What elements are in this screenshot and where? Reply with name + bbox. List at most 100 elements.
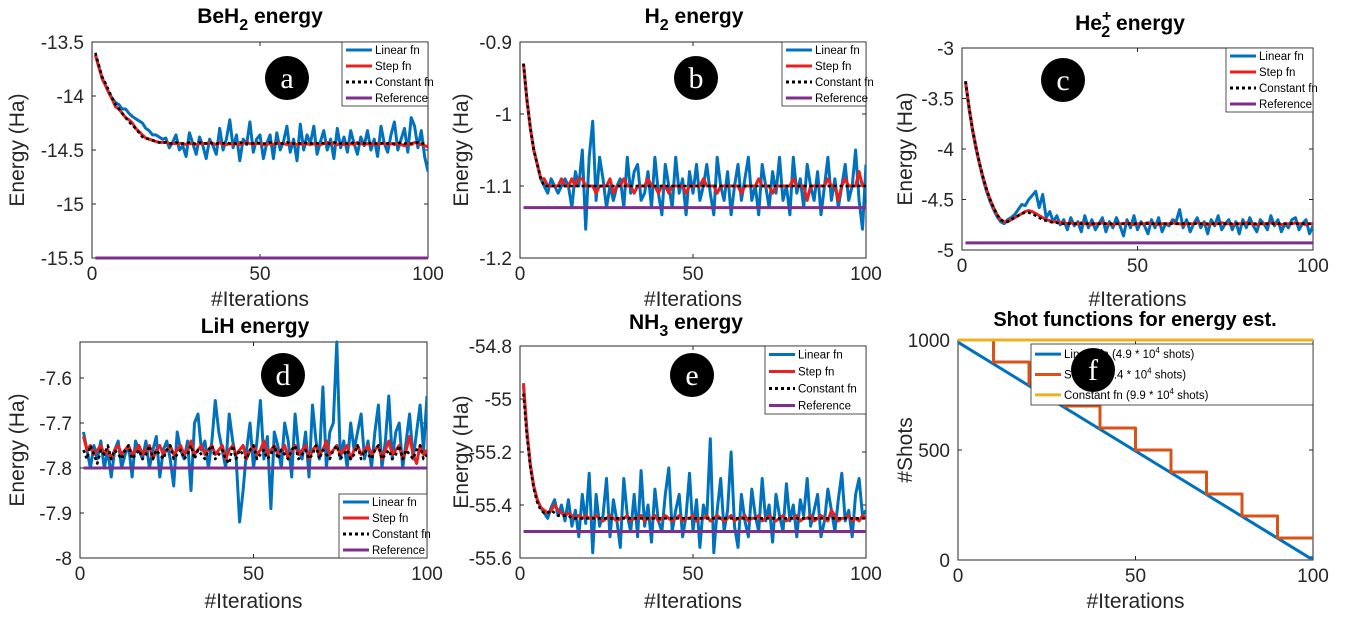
panel-badge-letter: f [1088,354,1098,387]
x-tick-label: 50 [243,564,264,585]
series-group [958,338,1313,560]
y-tick-label: -14 [57,87,85,108]
panel-badge-circle [261,353,305,397]
legend-entry-sup: 4 [1147,367,1152,376]
panel-badge-letter: d [276,359,291,392]
chart-panel-e: 0 50 100 -54.8 -55 -55.2 -55.4 -55.6 NH3 energy #… [450,311,882,613]
legend-entry-name: Step fn [815,61,851,73]
x-tick-label: 0 [957,256,968,277]
y-tick-label: -55.2 [469,443,512,464]
legend-entry-name: Step fn [372,513,408,525]
legend-entry-name: Linear fn [798,350,843,362]
legend-entry-name: Step fn [798,367,834,379]
legend-entry-name: Constant fn [375,77,434,89]
y-axis-label: Energy (Ha) [450,395,473,508]
chart-title-main: BeH [197,5,239,28]
panel-badge-circle [670,353,714,397]
x-tick-label: 0 [75,564,86,585]
chart-title: BeH2 energy [197,5,323,34]
y-tick-label: -7.6 [39,369,72,390]
series-group [82,340,427,524]
y-tick-label: -1.2 [479,249,512,270]
series-line-constant [522,393,866,520]
y-tick-label: -3.5 [921,90,954,111]
legend-entry-name: Constant fn (9.9 * 10 [1064,390,1169,402]
x-tick-label: 0 [953,566,964,587]
legend-entry: Linear fn [798,350,843,362]
legend: Linear fn Step fn Constant fn Reference [338,493,431,559]
y-tick-label: -54.8 [469,337,512,358]
panel-badge: e [670,353,714,397]
series-group [964,81,1313,245]
chart-title-sub: 2 [1101,24,1110,41]
y-axis-label: Energy (Ha) [450,93,473,206]
chart-title-main: Shot functions for energy est. [993,309,1276,331]
y-axis-label: #Shots [894,417,917,482]
y-axis-label: Energy (Ha) [894,92,917,205]
panel-badge-letter: c [1056,64,1069,97]
y-tick-label: -3 [937,39,954,60]
legend: Linear fn Step fn Constant fn Reference [1225,47,1318,113]
legend-box [1225,47,1314,113]
series-line-linear [964,81,1313,238]
legend-entry-name: Constant fn [815,77,874,89]
legend-box [338,493,428,559]
chart-title-sup: + [1102,8,1111,25]
series-line-step [93,54,428,149]
y-tick-label: -7.8 [39,459,72,480]
legend-entry-name: Reference [1259,99,1312,111]
panel-badge: b [674,56,718,100]
y-tick-label: -1.1 [479,177,512,198]
legend-entry: Constant fn [1259,83,1318,95]
y-tick-label: -55.6 [469,549,512,570]
chart-title: LiH energy [201,315,310,338]
chart-title-sub: 3 [659,323,668,340]
legend-entry: Constant fn [375,77,434,89]
x-tick-label: 0 [515,564,526,585]
y-axis-label: Energy (Ha) [6,93,29,206]
panel-badge: c [1041,58,1085,102]
legend-entry: Reference [798,401,851,413]
y-tick-label: -4.5 [921,191,954,212]
legend-box [764,345,867,415]
series-line-linear [958,340,1313,560]
y-tick-label: -55.4 [469,496,513,517]
chart-panel-a: 0 50 100 -13.5 -14 -14.5 -15 -15.5 BeH2 energy #I… [6,5,444,311]
legend-entry-name: Linear fn [375,45,420,57]
chart-title-main: He [1075,12,1102,35]
y-tick-label: 1000 [908,331,950,352]
legend-entry: Linear fn [1259,51,1304,63]
legend-entry-name: Constant fn [1259,83,1318,95]
chart-panel-d: 0 50 100 -7.6 -7.7 -7.8 -7.9 -8 LiH energy #Itera… [6,315,443,613]
legend-entry-name: Reference [798,401,851,413]
chart-title: He+ 2 energy [1075,8,1185,41]
legend-entry: Linear fn [375,45,420,57]
series-group [522,63,866,231]
series-group [93,52,428,260]
y-tick-label: -1 [495,105,512,126]
legend-entry-name: Reference [375,93,428,105]
legend-entry: Step fn [375,61,411,73]
series-line-step [522,63,866,202]
legend-entry: Constant fn [798,384,857,396]
chart-title-main: NH [629,311,659,334]
legend-entry: Step fn [798,367,834,379]
x-tick-label: 100 [850,264,882,285]
y-tick-label: -0.9 [479,33,512,54]
panel-badge-circle [265,56,309,100]
x-axis-label: #Iterations [644,288,742,311]
x-axis-label: #Iterations [211,288,309,311]
legend-entry-tail: shots) [1152,370,1187,382]
x-tick-label: 50 [249,264,270,285]
legend-entry: Step fn [815,61,851,73]
y-tick-label: -55 [485,390,512,411]
y-tick-label: -14.5 [41,141,84,162]
series-group [522,382,866,555]
legend-entry-name: Constant fn [372,529,431,541]
legend-entry: Constant fn (9.9 * 104 shots) [1064,387,1209,402]
panel-badge: d [261,353,305,397]
x-axis-label: #Iterations [644,590,742,613]
x-tick-label: 100 [411,564,443,585]
